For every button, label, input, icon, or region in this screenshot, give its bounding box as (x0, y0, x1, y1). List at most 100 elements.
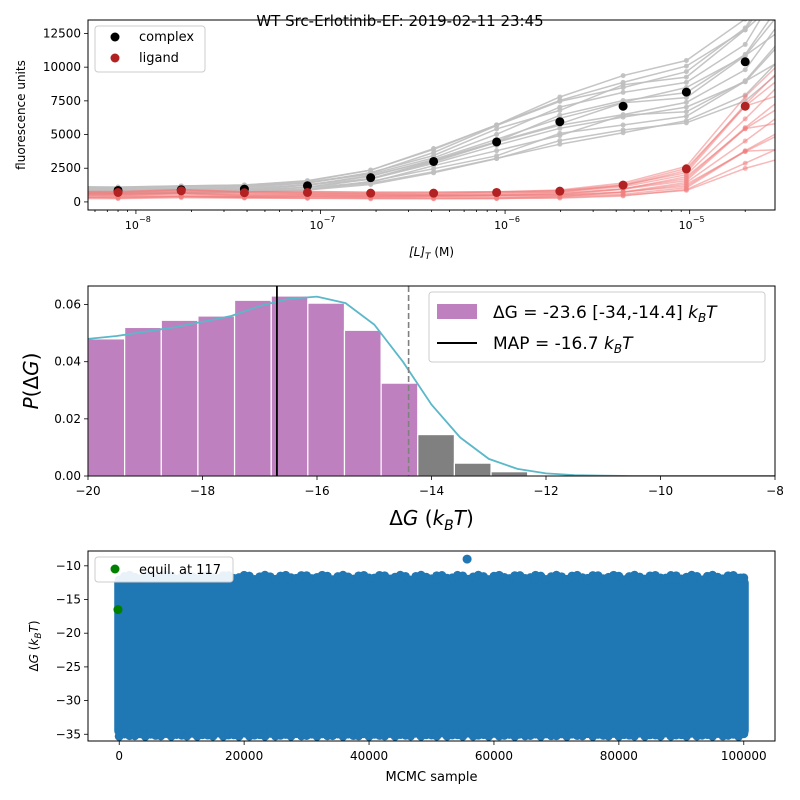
complex-posterior-curve-point (557, 141, 563, 147)
x-tick-label: 40000 (350, 749, 388, 763)
x-tick-exponent: −6 (508, 215, 520, 224)
complex-posterior-curve-point (557, 133, 563, 139)
complex-posterior-curve-point (742, 53, 748, 59)
y-tick-label: 7500 (50, 94, 81, 108)
complex-posterior-curve-point (368, 167, 374, 173)
complex-posterior-curve-point (557, 138, 563, 144)
x-tick-label: −18 (190, 484, 215, 498)
x-tick-label: 10 (309, 219, 323, 232)
complex-posterior-curve-point (683, 118, 689, 124)
x-tick-label: 10 (125, 219, 139, 232)
y-tick-label: −25 (56, 660, 81, 674)
complex-point (302, 181, 312, 191)
y-tick-label: 0 (73, 195, 81, 209)
complex-point (618, 101, 628, 111)
mcmc-sample-point (514, 729, 524, 739)
x-tick-label: 100000 (721, 749, 767, 763)
histogram-bar (197, 315, 236, 476)
legend-box (94, 25, 206, 73)
ligand-point (176, 186, 186, 196)
legend-ligand-label: ligand (139, 51, 179, 66)
histogram-bar (343, 329, 382, 476)
complex-posterior-curve-point (557, 107, 563, 113)
y-tick-label: −20 (56, 626, 81, 640)
histogram-bar (380, 382, 419, 476)
histogram-bar (160, 319, 199, 476)
complex-point (492, 137, 502, 147)
mcmc-sample-point (462, 554, 472, 564)
x-tick-label: 0 (115, 749, 123, 763)
titration-panel: 10 −8 10 −7 10 −6 10 −502500500075001000012500[… (14, 19, 776, 262)
legend: equil. at 117 (94, 556, 234, 583)
legend-interval-swatch (437, 304, 477, 319)
mcmc-sample-point (714, 574, 724, 584)
complex-posterior-curve-point (683, 79, 689, 85)
x-axis-label: MCMC sample (386, 770, 478, 785)
mcmc-sample-point (186, 728, 196, 738)
complex-posterior-curve-point (742, 67, 748, 73)
posterior-panel: −20 −18 −16 −14 −12 −10 −8 0.00 0.02 0.04 0.06 ΔG (… (19, 285, 784, 534)
mcmc-sample-point (651, 729, 661, 739)
complex-point (740, 57, 750, 67)
ligand-posterior-curve-point (742, 116, 748, 122)
ligand-posterior-curve-point (742, 149, 748, 155)
histogram-bar (233, 299, 272, 476)
complex-posterior-curve-point (620, 89, 626, 95)
legend-equil-marker (110, 564, 120, 574)
histogram-bar (453, 462, 492, 476)
plot-area (88, 286, 775, 476)
ligand-point (555, 186, 565, 196)
x-tick-label: 20000 (225, 749, 263, 763)
legend: ΔG = -23.6 [-34,-14.4] kBT MAP = -16.7 kB… (428, 291, 766, 363)
x-tick-exponent: −5 (693, 215, 705, 224)
y-tick-label: 5000 (50, 128, 81, 142)
trace-panel: 0 20000 40000 60000 80000 100000 −35 −30 −25 −20 −… (27, 550, 776, 785)
legend-complex-label: complex (139, 30, 194, 45)
ligand-posterior-curve-point (742, 94, 748, 100)
y-axis-label: ΔG (kBT) (27, 620, 44, 671)
mcmc-sample-point (620, 576, 630, 586)
mcmc-sample-point (530, 574, 540, 584)
x-axis-label: [L]T (M) (409, 245, 454, 262)
legend-map-label: MAP = -16.7 kBT (493, 334, 634, 356)
y-tick-label: −15 (56, 593, 81, 607)
complex-posterior-curve-point (742, 41, 748, 47)
x-axis-label: ΔG (kBT) (389, 506, 474, 534)
y-tick-label: 0.06 (54, 298, 81, 312)
x-tick-label: −16 (304, 484, 329, 498)
y-tick-label: 0.00 (54, 469, 81, 483)
histogram-bar (490, 471, 529, 476)
x-tick-label: −8 (766, 484, 784, 498)
mcmc-sample-point (736, 573, 746, 583)
mcmc-sample-point (501, 577, 511, 587)
legend-complex-marker (110, 32, 120, 42)
histogram-bar (417, 433, 456, 476)
complex-posterior-curve-point (742, 27, 748, 33)
complex-posterior-curve-point (683, 74, 689, 80)
y-tick-label: 10000 (43, 60, 81, 74)
histogram-bar (124, 326, 162, 476)
legend-box (94, 556, 234, 583)
complex-posterior-curve-point (683, 69, 689, 75)
mcmc-sample-point (395, 576, 405, 586)
complex-posterior-curve-point (620, 122, 626, 128)
ligand-posterior-curve-point (742, 138, 748, 144)
legend-equil-label: equil. at 117 (139, 563, 221, 578)
complex-posterior-curve-point (494, 131, 500, 137)
mcmc-sample-point (739, 729, 749, 739)
histogram-bar (88, 338, 126, 476)
complex-posterior-curve-point (494, 153, 500, 159)
ligand-point (429, 188, 439, 198)
x-tick-label: −14 (419, 484, 444, 498)
y-axis-label: P(ΔG) (19, 353, 43, 410)
mcmc-sample-band (114, 577, 749, 736)
complex-posterior-curve-point (620, 130, 626, 136)
complex-point (555, 117, 565, 127)
ligand-point (618, 180, 628, 190)
y-axis-label: fluorescence units (14, 60, 28, 170)
complex-posterior-curve-point (683, 113, 689, 119)
mcmc-sample-point (667, 574, 677, 584)
figure-title: WT Src-Erlotinib-EF: 2019-02-11 23:45 (256, 12, 544, 30)
x-tick-label: −10 (648, 484, 673, 498)
